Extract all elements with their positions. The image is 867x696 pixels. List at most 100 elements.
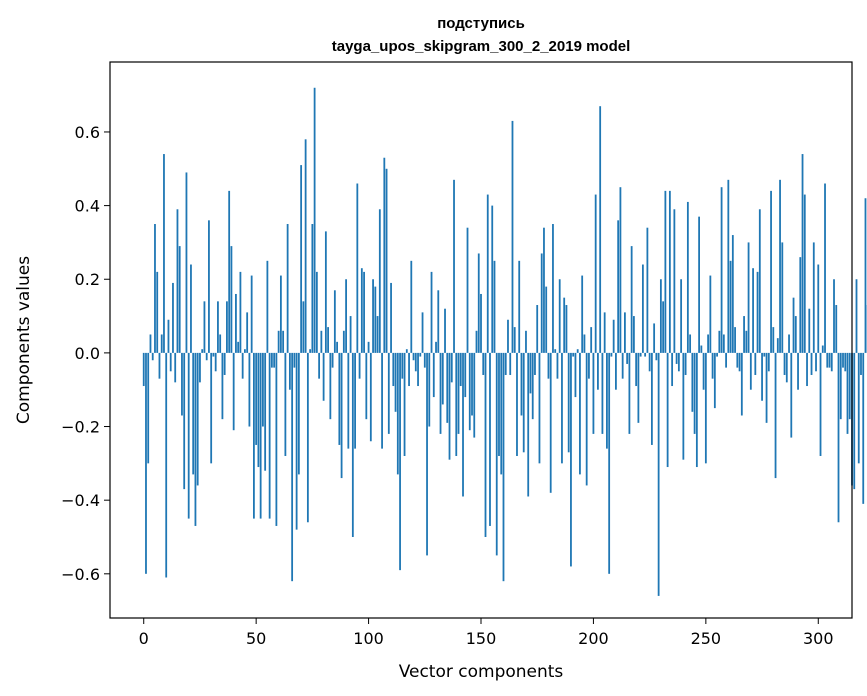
bar-210	[615, 352, 617, 390]
bar-186	[561, 352, 563, 464]
bar-234	[668, 190, 671, 353]
bar-67	[293, 352, 296, 368]
bar-150	[480, 293, 482, 353]
x-tick-label: 150	[466, 629, 497, 648]
bar-201	[594, 194, 597, 353]
bar-43	[239, 271, 242, 353]
bar-314	[848, 352, 851, 420]
bar-50	[255, 352, 258, 445]
bar-175	[536, 305, 539, 353]
bar-88	[340, 352, 343, 479]
bar-124	[421, 312, 424, 353]
bar-84	[331, 352, 334, 368]
bar-112	[394, 352, 397, 412]
bar-290	[794, 316, 797, 353]
bar-181	[549, 352, 552, 493]
bar-182	[552, 224, 554, 353]
bar-143	[464, 352, 467, 398]
bar-172	[529, 352, 532, 394]
bar-274	[758, 209, 761, 353]
bar-94	[354, 352, 356, 449]
bar-267	[743, 316, 745, 353]
bar-109	[387, 352, 390, 434]
bar-211	[617, 220, 620, 353]
bar-221	[639, 352, 642, 357]
bar-151	[482, 352, 485, 375]
bar-295	[806, 352, 808, 387]
bar-73	[306, 352, 309, 523]
bar-29	[208, 220, 210, 353]
bar-4	[151, 352, 154, 361]
bar-60	[277, 330, 280, 353]
bar-153	[486, 194, 489, 353]
bar-55	[266, 260, 269, 353]
y-tick-label: −0.4	[61, 491, 100, 510]
bar-197	[585, 352, 588, 486]
bar-257	[720, 187, 723, 353]
bar-216	[628, 352, 631, 434]
bar-224	[646, 227, 649, 353]
bar-277	[765, 352, 768, 423]
bar-194	[579, 352, 581, 475]
bar-303	[824, 183, 826, 353]
bar-317	[855, 279, 858, 353]
bar-237	[675, 352, 678, 364]
bar-157	[495, 352, 498, 556]
bar-8	[160, 334, 163, 353]
bar-242	[686, 201, 689, 353]
bar-131	[437, 290, 440, 353]
bar-49	[253, 352, 255, 519]
bar-111	[392, 352, 395, 387]
bar-229	[657, 352, 660, 596]
x-tick-label: 0	[139, 629, 149, 648]
bar-200	[592, 352, 595, 434]
bar-19	[185, 172, 188, 353]
bar-13	[172, 282, 174, 353]
bar-231	[662, 301, 665, 353]
bar-105	[378, 209, 381, 353]
chart-subtitle: tayga_upos_skipgram_300_2_2019 model	[332, 38, 631, 55]
bar-270	[749, 352, 752, 390]
bar-129	[432, 352, 435, 398]
bar-178	[543, 227, 545, 353]
bar-174	[534, 352, 536, 375]
bar-266	[740, 352, 743, 416]
bar-281	[774, 352, 777, 479]
bar-164	[511, 120, 514, 353]
bar-173	[531, 352, 534, 420]
bar-184	[556, 352, 559, 379]
bar-66	[291, 352, 294, 582]
bar-225	[648, 352, 651, 372]
x-tick-label: 50	[246, 629, 266, 648]
bar-180	[547, 352, 550, 379]
bar-139	[455, 352, 458, 456]
y-tick-label: 0.6	[75, 123, 100, 142]
bar-279	[770, 190, 772, 353]
bar-82	[327, 327, 329, 353]
bar-38	[228, 190, 231, 353]
bar-28	[205, 352, 208, 361]
bar-56	[268, 352, 271, 519]
bar-17	[181, 352, 183, 416]
bar-142	[462, 352, 464, 497]
bar-45	[244, 349, 246, 353]
bar-15	[176, 209, 179, 353]
y-tick-label: −0.2	[61, 418, 100, 437]
bar-258	[722, 334, 725, 353]
bar-223	[644, 352, 647, 357]
bar-204	[601, 352, 604, 434]
bar-302	[821, 345, 824, 353]
bar-116	[403, 352, 406, 456]
bar-18	[183, 352, 186, 490]
bar-203	[599, 106, 602, 353]
bar-54	[264, 352, 267, 471]
bar-65	[288, 352, 291, 390]
bar-202	[597, 352, 599, 390]
bar-27	[203, 301, 206, 353]
bar-95	[356, 183, 359, 353]
bar-96	[358, 352, 361, 379]
bar-236	[673, 209, 676, 353]
bar-252	[709, 275, 712, 353]
bar-282	[776, 338, 779, 353]
bar-1	[145, 352, 147, 574]
